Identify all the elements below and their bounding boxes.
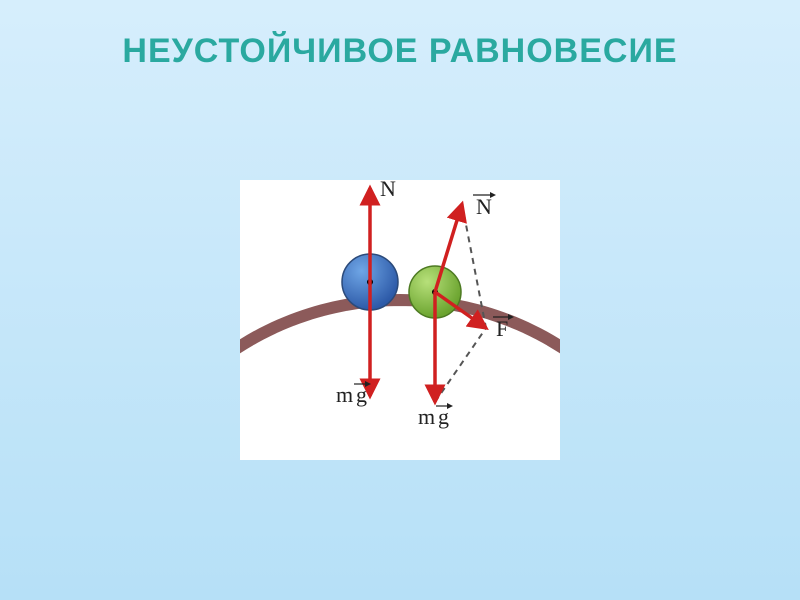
- slide: НЕУСТОЙЧИВОЕ РАВНОВЕСИЕ: [0, 0, 800, 600]
- svg-text:N: N: [476, 194, 492, 219]
- equilibrium-figure: N N F mg mg: [240, 180, 560, 460]
- svg-text:m: m: [418, 404, 435, 429]
- surface-arc: [240, 300, 560, 360]
- svg-text:F: F: [496, 316, 508, 341]
- label-n2: N: [473, 192, 496, 219]
- diagram-svg: N N F mg mg: [240, 180, 560, 460]
- slide-title: НЕУСТОЙЧИВОЕ РАВНОВЕСИЕ: [0, 32, 800, 71]
- svg-text:m: m: [336, 382, 353, 407]
- label-mg2: mg: [418, 403, 453, 429]
- label-mg1: mg: [336, 381, 371, 407]
- label-n1: N: [377, 180, 400, 201]
- dash-mg-to-f: [435, 328, 486, 402]
- svg-text:N: N: [380, 180, 396, 201]
